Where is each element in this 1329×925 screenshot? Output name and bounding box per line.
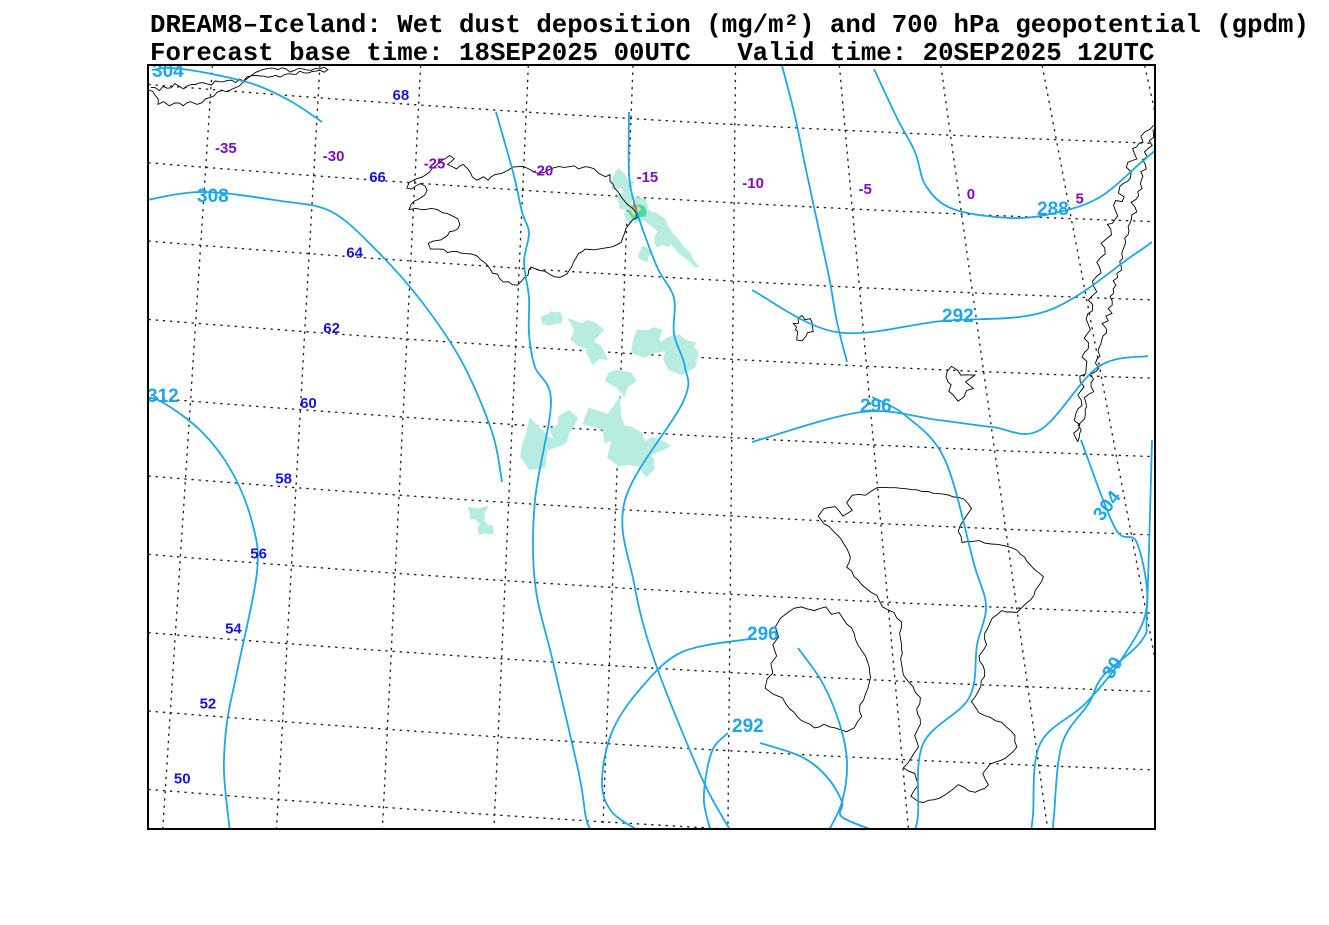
svg-text:288: 288 [1037,199,1069,220]
svg-text:54: 54 [225,621,242,638]
svg-text:-15: -15 [637,169,659,186]
svg-text:5: 5 [1076,190,1084,207]
svg-text:-25: -25 [424,155,446,172]
svg-text:-5: -5 [859,181,872,198]
svg-text:-20: -20 [532,163,554,180]
svg-text:308: 308 [197,186,229,207]
svg-text:-30: -30 [323,148,345,165]
svg-text:62: 62 [323,320,340,337]
svg-text:304: 304 [1089,487,1125,525]
svg-text:-10: -10 [742,175,764,192]
svg-text:292: 292 [732,716,764,737]
svg-text:50: 50 [174,771,191,788]
svg-text:64: 64 [346,245,363,262]
svg-text:52: 52 [200,696,217,713]
svg-text:58: 58 [275,470,292,487]
svg-text:68: 68 [393,87,410,104]
svg-text:60: 60 [300,395,317,412]
svg-text:66: 66 [369,169,386,186]
svg-text:56: 56 [250,546,267,563]
svg-text:0: 0 [967,186,975,203]
svg-text:292: 292 [942,306,974,327]
svg-text:-35: -35 [215,140,237,157]
svg-text:296: 296 [747,624,779,645]
